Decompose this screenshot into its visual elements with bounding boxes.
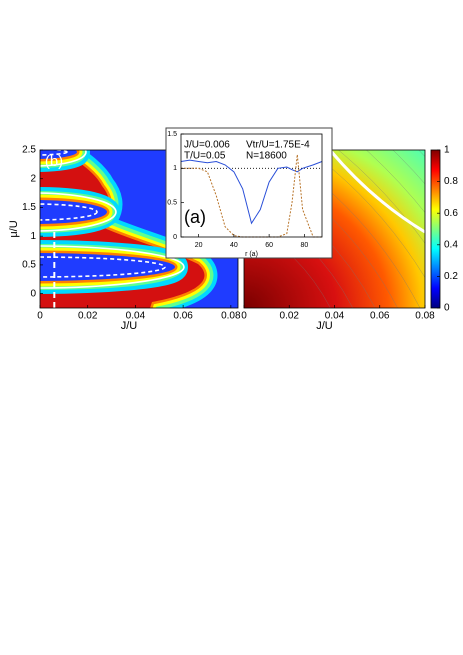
x-tick-label: 80 xyxy=(300,242,308,249)
axes-frame xyxy=(180,133,323,238)
y-tick-label: 1 xyxy=(173,165,177,172)
y-tick-label: 0.6 xyxy=(444,208,458,219)
y-tick-label: 1 xyxy=(30,231,36,242)
x-axis-label: J/U xyxy=(316,320,333,332)
x-axis-label: r (a) xyxy=(245,251,258,258)
contour-line xyxy=(40,203,98,221)
contour-line xyxy=(40,245,185,289)
contour-line xyxy=(40,150,68,156)
axes-frame xyxy=(430,149,441,309)
contour-line xyxy=(392,150,425,185)
y-tick-label: 2 xyxy=(30,173,36,184)
y-tick-label: 1.5 xyxy=(22,202,36,213)
y-tick-label: 2.5 xyxy=(22,145,36,156)
y-tick-label: 0 xyxy=(444,303,450,314)
x-tick-label: 0.04 xyxy=(325,311,345,322)
contour-region xyxy=(40,253,175,281)
y-tick-label: 0.5 xyxy=(22,260,36,271)
x-tick-label: 0.06 xyxy=(370,311,390,322)
annotation: T/U=0.05 xyxy=(184,151,226,162)
y-tick-label: 0.2 xyxy=(444,271,458,282)
contour-line xyxy=(337,150,425,244)
y-tick-label: 0.8 xyxy=(444,176,458,187)
colorbar xyxy=(431,150,440,308)
y-tick-label: 0 xyxy=(173,234,177,241)
contour-line xyxy=(40,150,87,167)
annotation: Vtr/U=1.75E-4 xyxy=(246,140,310,151)
plot-area xyxy=(181,134,322,237)
x-tick-label: 20 xyxy=(195,242,203,249)
x-tick-label: 0.02 xyxy=(280,311,300,322)
x-axis-label: J/U xyxy=(121,320,138,332)
panel-label: (b) xyxy=(45,153,63,170)
x-tick-label: 0.08 xyxy=(415,311,435,322)
x-tick-label: 0 xyxy=(37,311,43,322)
y-axis-label: μ/U xyxy=(8,220,20,237)
x-tick-label: 40 xyxy=(230,242,238,249)
annotation: J/U=0.006 xyxy=(184,140,230,151)
contour-line xyxy=(328,150,425,234)
series-line xyxy=(180,159,323,225)
contour-line xyxy=(274,150,421,308)
x-tick-label: 0.06 xyxy=(173,311,193,322)
y-tick-label: 0 xyxy=(30,288,36,299)
x-tick-label: 0.02 xyxy=(78,311,98,322)
y-tick-label: 1.5 xyxy=(167,131,177,138)
y-tick-label: 0.5 xyxy=(167,200,177,207)
x-tick-label: 60 xyxy=(265,242,273,249)
contour-line xyxy=(308,150,425,278)
x-tick-label: 0 xyxy=(241,311,247,322)
y-tick-label: 1 xyxy=(444,145,450,156)
contour-line xyxy=(365,150,425,213)
contour-line xyxy=(40,192,117,232)
contour-region xyxy=(40,200,107,224)
x-tick-label: 0.04 xyxy=(126,311,146,322)
annotation: N=18600 xyxy=(246,151,287,162)
contour-line xyxy=(40,256,166,278)
y-tick-label: 0.4 xyxy=(444,239,458,250)
panel-label: (a) xyxy=(184,207,206,227)
x-tick-label: 0.08 xyxy=(221,311,241,322)
